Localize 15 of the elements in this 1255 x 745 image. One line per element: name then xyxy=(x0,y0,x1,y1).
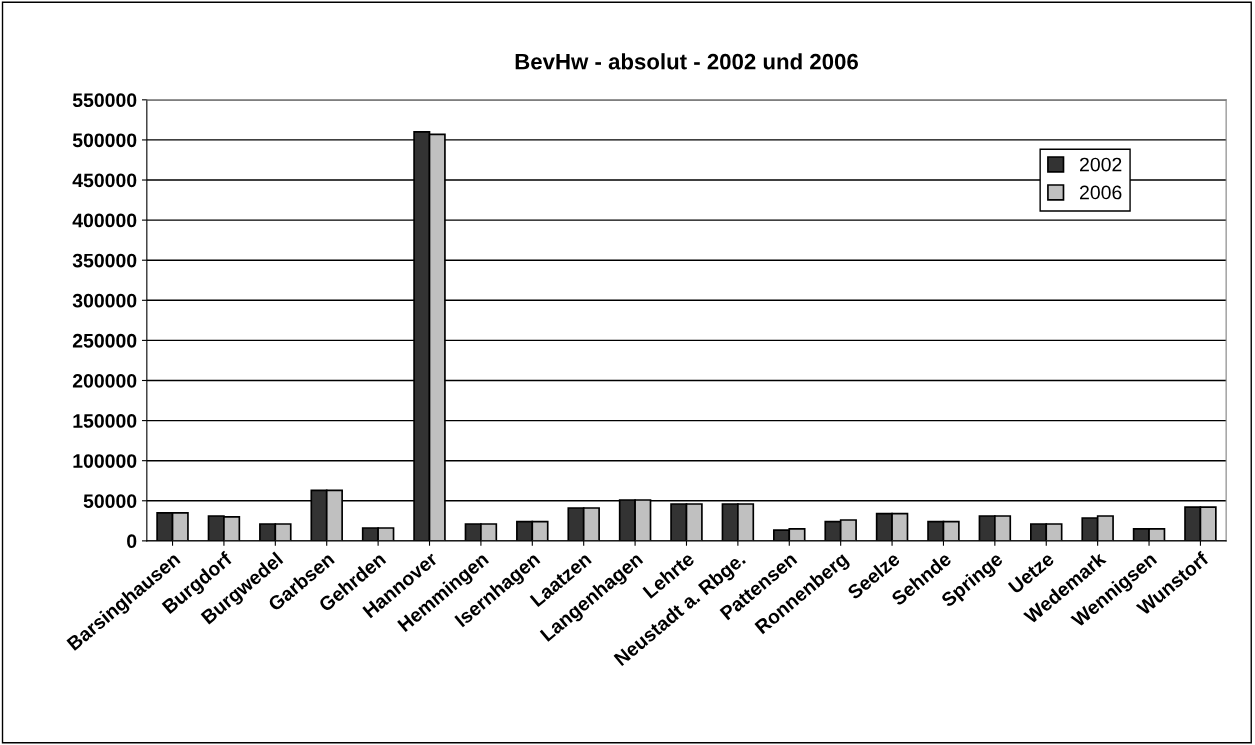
y-tick-label: 150000 xyxy=(73,414,137,428)
y-tick-label: 400000 xyxy=(72,213,137,228)
y-tick-label: 500000 xyxy=(72,133,137,148)
y-tick-label: 450000 xyxy=(72,173,137,188)
y-tick-label: 200000 xyxy=(72,373,137,388)
legend-label: 2002 xyxy=(1080,157,1122,172)
legend-label: 2006 xyxy=(1080,185,1122,200)
y-tick-label: 350000 xyxy=(72,253,137,268)
y-tick-label: 550000 xyxy=(72,93,137,108)
y-tick-label: 0 xyxy=(127,534,137,549)
y-tick-label: 100000 xyxy=(73,454,137,468)
y-tick-label: 300000 xyxy=(72,293,137,308)
y-tick-label: 250000 xyxy=(72,333,137,348)
chart-title: BevHw - absolut - 2002 und 2006 xyxy=(515,53,858,70)
y-tick-label: 50000 xyxy=(83,494,137,509)
